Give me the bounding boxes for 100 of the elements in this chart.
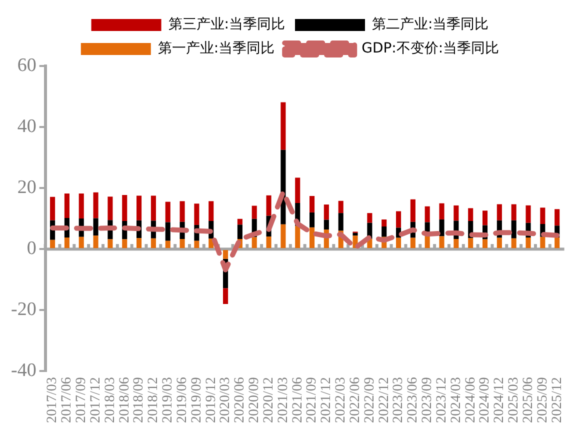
bar — [64, 194, 70, 218]
bar — [50, 196, 56, 220]
bar — [223, 288, 228, 304]
x-tick-label: 2019/09 — [189, 377, 204, 423]
x-tick-label: 2025/03 — [506, 377, 522, 423]
x-tick-label: 2018/06 — [117, 377, 132, 423]
bar — [454, 239, 459, 248]
bar — [108, 196, 113, 220]
bar — [194, 204, 200, 225]
bar — [237, 218, 242, 225]
x-tick-label: 2019/06 — [174, 377, 190, 423]
bar — [208, 201, 214, 221]
bar — [280, 224, 286, 248]
legend-label: 第一产业:当季同比 — [158, 40, 275, 57]
y-tick-label: -40 — [11, 360, 36, 382]
x-tick-label: 2017/03 — [45, 377, 60, 423]
x-tick-label: 2025/09 — [535, 377, 550, 423]
bar — [194, 240, 200, 248]
bar — [540, 236, 546, 248]
bar — [396, 238, 402, 248]
x-tick-label: 2024/03 — [448, 377, 464, 423]
x-tick-label: 2017/12 — [88, 377, 104, 423]
bar — [396, 211, 402, 228]
legend-label: GDP:不变价:当季同比 — [362, 40, 500, 57]
bar — [554, 237, 560, 248]
bar — [223, 250, 228, 259]
bar — [180, 239, 185, 248]
bar — [511, 238, 516, 248]
x-tick-label: 2025/06 — [520, 377, 536, 423]
bar — [122, 239, 128, 248]
legend-label: 第三产业:当季同比 — [168, 16, 285, 33]
bar — [252, 237, 257, 248]
bar — [410, 199, 416, 222]
bar — [526, 237, 531, 248]
bar — [108, 239, 113, 248]
bar — [468, 208, 474, 221]
bar — [424, 206, 430, 222]
x-tick-label: 2024/09 — [478, 377, 493, 423]
x-tick-label: 2020/09 — [247, 377, 262, 423]
bar — [295, 226, 300, 248]
bar — [93, 236, 98, 248]
bar — [78, 236, 84, 248]
legend-label: 第二产业:当季同比 — [372, 16, 489, 33]
bar — [93, 192, 98, 218]
x-tick-label: 2025/12 — [550, 377, 565, 423]
bar — [382, 219, 387, 226]
bar — [324, 204, 329, 220]
y-tick-label: 20 — [17, 177, 36, 198]
bar — [309, 227, 315, 248]
x-tick-label: 2021/09 — [304, 377, 320, 423]
bar — [439, 236, 444, 248]
bar — [496, 238, 502, 248]
x-tick-label: 2018/12 — [146, 377, 162, 423]
bar — [180, 201, 185, 222]
bar — [424, 236, 430, 248]
x-tick-label: 2023/12 — [434, 377, 450, 423]
bar — [280, 102, 286, 150]
bar — [64, 237, 70, 248]
x-tick-label: 2021/03 — [276, 377, 291, 423]
bar — [136, 238, 142, 248]
bar — [165, 222, 170, 241]
bar — [50, 240, 56, 248]
y-tick-label: 40 — [17, 116, 36, 138]
x-tick-label: 2018/09 — [132, 377, 147, 423]
x-tick-label: 2020/03 — [218, 377, 234, 423]
bar — [309, 196, 315, 212]
x-tick-label: 2021/06 — [290, 377, 306, 423]
bar — [252, 206, 257, 219]
bar — [122, 195, 128, 221]
bar — [367, 213, 372, 223]
x-tick-label: 2022/06 — [348, 377, 363, 423]
x-tick-label: 2019/03 — [160, 377, 176, 423]
bar — [439, 219, 444, 236]
x-tick-label: 2023/03 — [391, 377, 406, 423]
bar — [165, 202, 170, 222]
bar — [78, 194, 84, 219]
x-tick-label: 2023/06 — [406, 377, 421, 423]
x-tick-label: 2022/03 — [334, 377, 349, 423]
bar — [93, 218, 98, 236]
bar — [526, 205, 531, 223]
x-tick-label: 2022/09 — [362, 377, 378, 423]
x-tick-label: 2019/12 — [204, 377, 219, 423]
bar — [540, 208, 546, 224]
x-tick-label: 2017/09 — [74, 377, 90, 423]
x-tick-label: 2017/06 — [60, 377, 75, 423]
x-tick-label: 2022/12 — [376, 377, 392, 423]
bar — [136, 196, 142, 220]
x-tick-label: 2024/12 — [492, 377, 508, 423]
bar — [165, 240, 170, 248]
y-tick-label: 0 — [26, 238, 36, 260]
bar — [439, 203, 444, 220]
bar — [410, 238, 416, 248]
bar — [511, 220, 516, 238]
bar — [496, 204, 502, 220]
x-tick-label: 2020/12 — [261, 377, 276, 423]
x-tick-label: 2018/03 — [102, 377, 118, 423]
x-tick-label: 2020/06 — [232, 377, 248, 423]
bar — [150, 196, 156, 221]
bar — [554, 209, 560, 226]
bar — [338, 213, 344, 231]
